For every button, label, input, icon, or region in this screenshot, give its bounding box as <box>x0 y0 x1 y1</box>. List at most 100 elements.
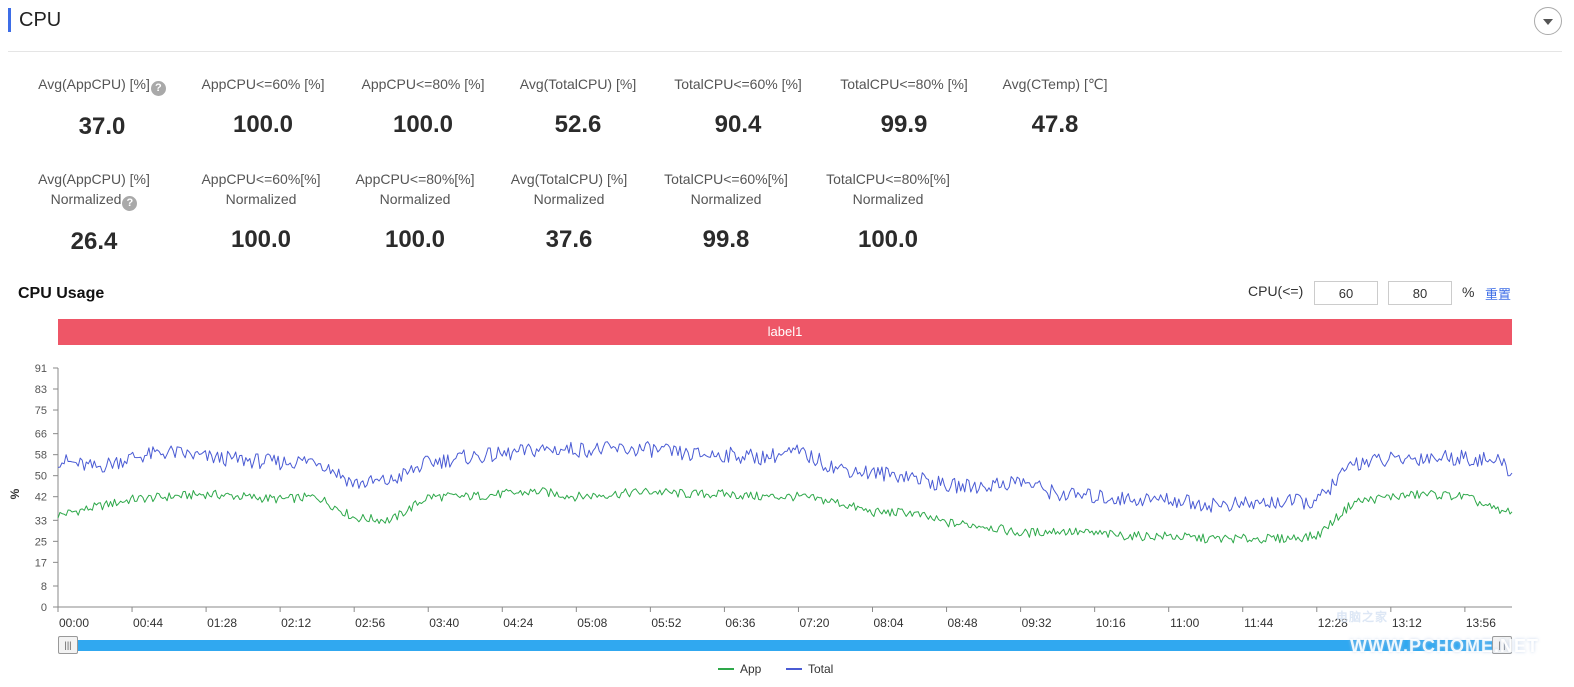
zoom-slider-right-handle[interactable]: ||| <box>1492 636 1512 654</box>
x-tick-label: 09:32 <box>1022 616 1052 630</box>
metric-value: 100.0 <box>857 226 919 253</box>
zoom-slider-track[interactable] <box>68 640 1502 651</box>
y-tick-label: 75 <box>35 405 47 417</box>
metric-label: Avg(TotalCPU) [%] <box>510 171 628 187</box>
metric-value: 47.8 <box>1031 111 1079 138</box>
cpu-section-header: CPU <box>0 0 1574 52</box>
threshold-input-1[interactable] <box>1314 281 1378 305</box>
x-tick-label: 01:28 <box>207 616 237 630</box>
legend-label: App <box>740 662 762 676</box>
legend-label: Total <box>808 662 834 676</box>
x-tick-label: 03:40 <box>429 616 459 630</box>
metric-appcpu-le80-normalized: AppCPU<=80%[%] Normalized 100.0 <box>338 169 492 254</box>
metric-label: Avg(TotalCPU) [%] <box>519 76 637 92</box>
x-tick-label: 13:12 <box>1392 616 1422 630</box>
cpu-threshold-label: CPU(<=) <box>1248 283 1304 299</box>
x-tick-label: 00:44 <box>133 616 163 630</box>
metric-label: TotalCPU<=80% [%] <box>840 76 968 92</box>
metric-totalcpu-le80-normalized: TotalCPU<=80%[%] Normalized 100.0 <box>810 169 966 254</box>
metric-avg-totalcpu: Avg(TotalCPU) [%] 52.6 <box>505 74 651 139</box>
y-tick-label: 8 <box>41 581 47 593</box>
metric-label: AppCPU<=80% [%] <box>361 76 485 92</box>
metric-value: 37.6 <box>545 226 593 253</box>
metric-value: 90.4 <box>714 111 762 138</box>
metric-label: TotalCPU<=60% [%] <box>674 76 802 92</box>
collapse-button[interactable] <box>1534 7 1562 35</box>
metric-label-sub: Normalized <box>379 191 451 207</box>
metric-value: 99.9 <box>880 111 928 138</box>
header-divider <box>8 51 1562 52</box>
zoom-slider-left-handle[interactable]: ||| <box>58 636 78 654</box>
y-tick-label: 25 <box>35 536 47 548</box>
y-tick-label: 83 <box>35 384 47 396</box>
x-tick-label: 02:56 <box>355 616 385 630</box>
metric-label: AppCPU<=80%[%] <box>355 171 475 187</box>
metric-value: 100.0 <box>384 226 446 253</box>
x-tick-label: 11:44 <box>1244 616 1273 630</box>
y-tick-label: 17 <box>35 557 47 569</box>
metric-avg-totalcpu-normalized: Avg(TotalCPU) [%] Normalized 37.6 <box>492 169 646 254</box>
metric-value: 100.0 <box>230 226 292 253</box>
metric-appcpu-le80: AppCPU<=80% [%] 100.0 <box>346 74 500 139</box>
metric-avg-ctemp: Avg(CTemp) [℃] 47.8 <box>992 74 1118 139</box>
metric-label: Avg(CTemp) [℃] <box>1002 76 1108 92</box>
x-tick-label: 08:04 <box>873 616 903 630</box>
y-axis-label: % <box>8 488 22 499</box>
help-icon[interactable]: ? <box>122 196 138 211</box>
y-tick-label: 42 <box>35 492 47 504</box>
metric-value: 52.6 <box>554 111 602 138</box>
x-tick-label: 12:28 <box>1318 616 1348 630</box>
metric-value: 100.0 <box>232 111 294 138</box>
cpu-usage-chart[interactable]: % 0 8 17 25 33 42 50 58 66 75 83 91 00:00 00:44 01:28 02… <box>0 355 1574 635</box>
metric-label-sub: Normalized <box>690 191 762 207</box>
y-tick-label: 91 <box>35 363 47 375</box>
metric-totalcpu-le60-normalized: TotalCPU<=60%[%] Normalized 99.8 <box>648 169 804 254</box>
x-tick-label: 10:16 <box>1096 616 1126 630</box>
x-tick-label: 05:08 <box>577 616 607 630</box>
legend-item-app[interactable]: App <box>718 661 761 677</box>
metric-label: TotalCPU<=80%[%] <box>826 171 950 187</box>
legend-swatch-app <box>718 668 734 670</box>
metric-label-sub: Normalized <box>852 191 924 207</box>
reset-link[interactable]: 重置 <box>1485 287 1512 302</box>
metric-value: 99.8 <box>702 226 750 253</box>
y-tick-label: 50 <box>35 471 47 483</box>
x-tick-label: 13:56 <box>1466 616 1496 630</box>
y-tick-label: 33 <box>35 515 47 527</box>
metric-label: TotalCPU<=60%[%] <box>664 171 788 187</box>
chevron-down-icon <box>1543 19 1553 25</box>
title-accent-bar <box>8 8 11 32</box>
x-tick-label: 06:36 <box>725 616 755 630</box>
watermark-line2: WWW.PCHOME.NET <box>1350 636 1539 656</box>
metric-label: AppCPU<=60% [%] <box>201 76 325 92</box>
metric-value: 100.0 <box>392 111 454 138</box>
metric-label: Avg(AppCPU) [%] <box>38 76 150 92</box>
legend-swatch-total <box>786 668 802 670</box>
threshold-input-2[interactable] <box>1388 281 1452 305</box>
metric-totalcpu-le80: TotalCPU<=80% [%] 99.9 <box>826 74 982 139</box>
watermark: 电脑之家 WWW.PCHOME.NET <box>1300 606 1538 656</box>
series-line-total <box>57 441 1513 513</box>
legend-item-total[interactable]: Total <box>786 661 833 677</box>
cpu-usage-title: CPU Usage <box>18 285 105 302</box>
x-tick-label: 08:48 <box>948 616 978 630</box>
metric-label-sub: Normalized <box>50 191 122 207</box>
x-tick-label: 02:12 <box>281 616 311 630</box>
x-tick-label: 05:52 <box>651 616 681 630</box>
metric-appcpu-le60: AppCPU<=60% [%] 100.0 <box>186 74 340 139</box>
x-tick-label: 11:00 <box>1170 616 1199 630</box>
y-tick-label: 66 <box>35 429 47 441</box>
metric-value: 26.4 <box>70 228 118 255</box>
x-tick-label: 07:20 <box>799 616 829 630</box>
help-icon[interactable]: ? <box>150 81 166 96</box>
metric-avg-appcpu: Avg(AppCPU) [%]? 37.0 <box>24 74 180 141</box>
metric-value: 37.0 <box>78 113 126 140</box>
series-line-app <box>57 487 1513 544</box>
label-band[interactable]: label1 <box>58 319 1512 345</box>
metric-label-sub: Normalized <box>225 191 297 207</box>
x-tick-label: 04:24 <box>503 616 533 630</box>
metric-avg-appcpu-normalized: Avg(AppCPU) [%] Normalized? 26.4 <box>16 169 172 256</box>
metric-appcpu-le60-normalized: AppCPU<=60%[%] Normalized 100.0 <box>184 169 338 254</box>
metric-label: Avg(AppCPU) [%] <box>38 171 150 187</box>
section-title: CPU <box>19 9 62 31</box>
